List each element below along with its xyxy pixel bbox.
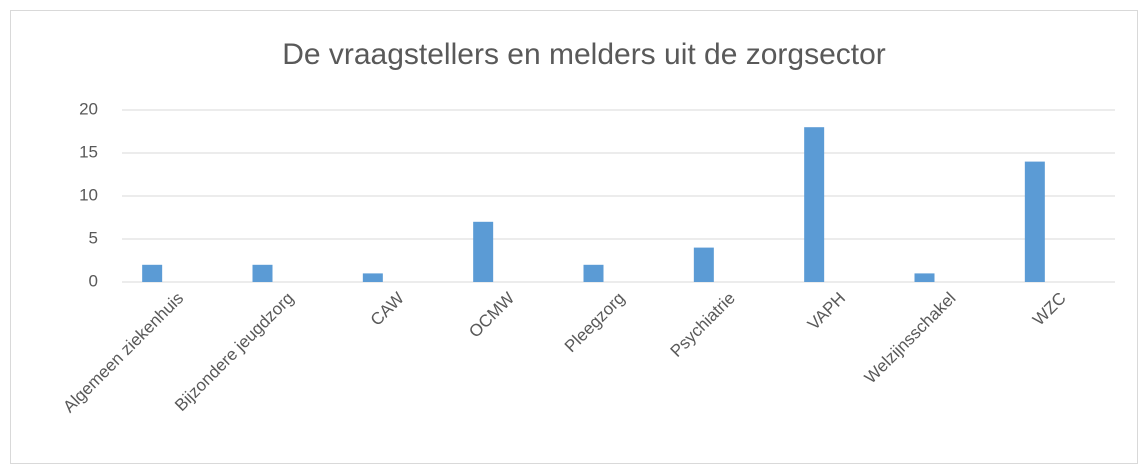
bar xyxy=(693,247,714,282)
bar xyxy=(362,273,383,282)
y-tick-label: 5 xyxy=(89,228,98,247)
chart-border xyxy=(10,10,1138,464)
bar xyxy=(914,273,935,282)
bar xyxy=(583,264,604,282)
bar xyxy=(473,221,494,282)
bar xyxy=(252,264,273,282)
y-tick-label: 0 xyxy=(89,271,98,290)
bar xyxy=(804,127,825,282)
bar xyxy=(1024,161,1045,282)
chart-title: De vraagstellers en melders uit de zorgs… xyxy=(282,38,886,71)
y-tick-label: 15 xyxy=(79,142,98,161)
y-tick-label: 20 xyxy=(79,99,98,118)
y-tick-label: 10 xyxy=(79,185,98,204)
bar xyxy=(142,264,163,282)
